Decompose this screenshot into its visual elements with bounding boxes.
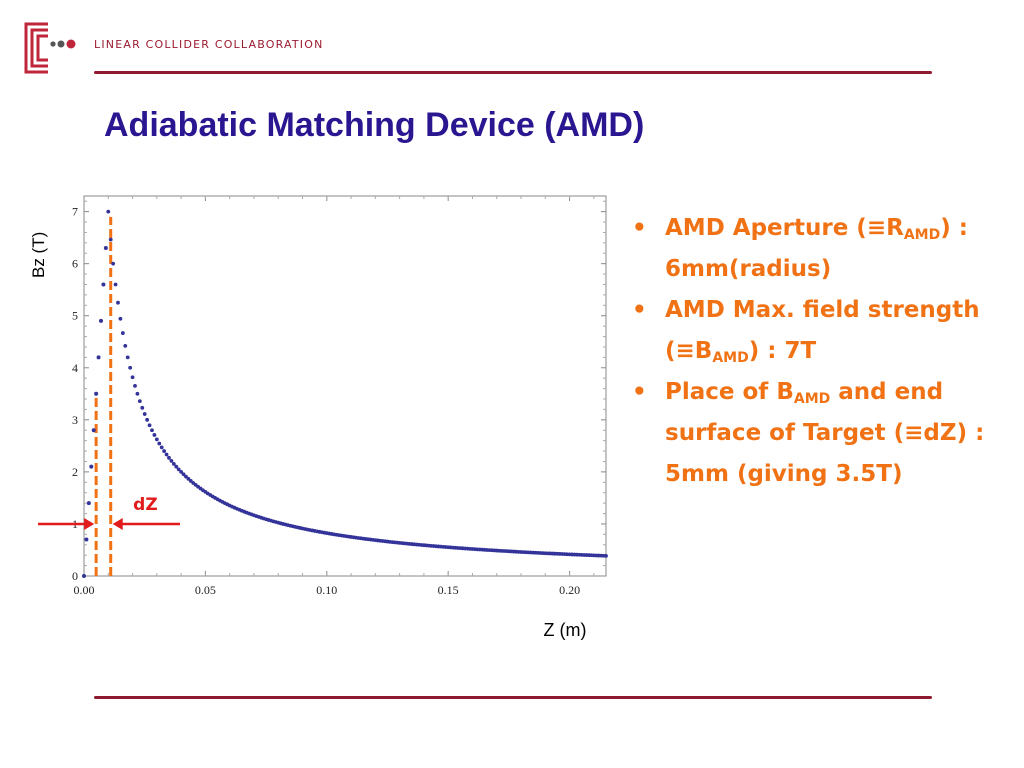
data-point bbox=[176, 467, 181, 472]
x-tick-label: 0.00 bbox=[74, 583, 95, 597]
data-point bbox=[101, 282, 106, 287]
y-tick-label: 0 bbox=[72, 569, 78, 583]
data-point bbox=[164, 452, 169, 457]
data-point bbox=[123, 343, 128, 348]
data-point bbox=[140, 405, 145, 410]
data-point bbox=[89, 464, 94, 469]
data-point bbox=[137, 399, 142, 403]
y-tick-label: 5 bbox=[72, 309, 78, 323]
data-point bbox=[152, 433, 157, 437]
y-tick-label: 2 bbox=[72, 465, 78, 479]
data-point bbox=[111, 261, 116, 266]
data-point bbox=[96, 355, 101, 360]
x-tick-label: 0.05 bbox=[195, 583, 216, 597]
bullet-aperture: • AMD Aperture (≡RAMD) : 6mm(radius) bbox=[632, 208, 1017, 290]
x-tick-label: 0.20 bbox=[559, 583, 580, 597]
y-axis-label: Bz (T) bbox=[29, 231, 48, 278]
bullet-text: ) : 6mm(radius) bbox=[665, 215, 968, 282]
data-point bbox=[98, 318, 103, 323]
dz-label: dZ bbox=[133, 495, 158, 515]
data-point bbox=[84, 537, 89, 542]
bullet-dot-icon: • bbox=[632, 215, 647, 241]
bullet-subscript: AMD bbox=[903, 227, 941, 243]
data-point bbox=[171, 461, 176, 466]
data-point bbox=[91, 428, 96, 433]
data-point bbox=[145, 417, 150, 422]
data-point bbox=[103, 246, 108, 251]
data-point bbox=[133, 383, 137, 388]
slide-title: Adiabatic Matching Device (AMD) bbox=[104, 106, 645, 144]
data-point bbox=[125, 355, 130, 360]
data-point bbox=[150, 428, 154, 433]
data-point bbox=[184, 474, 188, 479]
data-point bbox=[181, 472, 186, 477]
plot-frame bbox=[83, 195, 607, 577]
data-point bbox=[159, 445, 164, 450]
bullet-subscript: AMD bbox=[712, 350, 749, 366]
data-point bbox=[106, 209, 111, 214]
bullet-text: Place of B bbox=[665, 379, 794, 405]
y-tick-label: 7 bbox=[72, 205, 78, 219]
data-point bbox=[128, 365, 133, 370]
bottom-divider bbox=[94, 696, 932, 699]
data-point bbox=[142, 412, 147, 416]
y-tick-label: 3 bbox=[72, 413, 78, 427]
bullet-max-field: • AMD Max. field strength (≡BAMD) : 7T bbox=[632, 290, 1017, 372]
y-tick-label: 4 bbox=[72, 361, 78, 375]
data-point bbox=[82, 574, 86, 578]
data-point bbox=[157, 441, 162, 446]
data-point bbox=[118, 316, 123, 321]
data-point bbox=[108, 237, 113, 242]
data-point bbox=[174, 464, 179, 469]
dz-left-arrowhead bbox=[84, 517, 95, 530]
top-divider bbox=[94, 71, 932, 74]
data-point bbox=[162, 449, 167, 453]
bullet-place: • Place of BAMD and end surface of Target… bbox=[632, 372, 1017, 495]
data-point bbox=[167, 455, 171, 460]
data-point bbox=[147, 423, 152, 428]
dz-right-arrowhead bbox=[112, 517, 123, 530]
bullet-dot-icon: • bbox=[632, 297, 647, 323]
data-point bbox=[94, 391, 99, 396]
data-point bbox=[154, 437, 159, 442]
x-tick-label: 0.10 bbox=[316, 583, 337, 597]
bullet-text: ) : 7T bbox=[748, 338, 817, 364]
x-axis-label: Z (m) bbox=[543, 620, 587, 640]
data-point bbox=[116, 300, 120, 305]
data-point bbox=[113, 282, 118, 287]
org-name: LINEAR COLLIDER COLLABORATION bbox=[94, 38, 324, 51]
data-point bbox=[135, 391, 140, 396]
data-point bbox=[169, 459, 174, 463]
data-point bbox=[120, 331, 125, 335]
data-point bbox=[130, 375, 135, 380]
bullet-list: • AMD Aperture (≡RAMD) : 6mm(radius) • AMD… bbox=[632, 208, 1017, 495]
bullet-text: AMD Max. field strength (≡B bbox=[665, 297, 980, 364]
data-point bbox=[179, 469, 184, 474]
bullet-subscript: AMD bbox=[793, 391, 831, 407]
bullet-text: and end surface of Target (≡dZ) : 5mm (g… bbox=[665, 379, 985, 487]
lcc-logo-icon bbox=[24, 22, 76, 74]
bullet-text: AMD Aperture (≡R bbox=[665, 215, 904, 241]
data-point bbox=[604, 553, 608, 558]
data-point bbox=[86, 501, 91, 506]
y-tick-label: 6 bbox=[72, 257, 78, 271]
bullet-dot-icon: • bbox=[632, 379, 647, 405]
x-tick-label: 0.15 bbox=[438, 583, 459, 597]
